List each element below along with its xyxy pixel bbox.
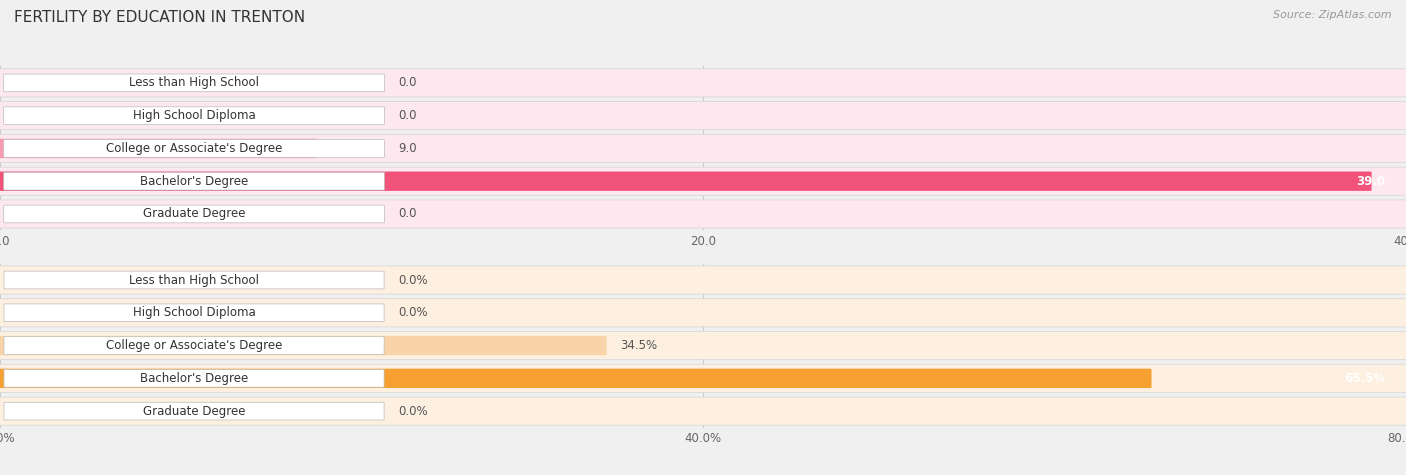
Text: Source: ZipAtlas.com: Source: ZipAtlas.com [1274, 10, 1392, 19]
FancyBboxPatch shape [4, 402, 384, 420]
Text: College or Associate's Degree: College or Associate's Degree [105, 339, 283, 352]
Text: 65.5%: 65.5% [1344, 372, 1385, 385]
FancyBboxPatch shape [0, 364, 1406, 392]
FancyBboxPatch shape [0, 102, 1406, 130]
FancyBboxPatch shape [4, 107, 384, 124]
Text: Graduate Degree: Graduate Degree [143, 405, 245, 418]
FancyBboxPatch shape [4, 370, 384, 387]
FancyBboxPatch shape [0, 332, 1406, 360]
Text: High School Diploma: High School Diploma [132, 109, 256, 122]
FancyBboxPatch shape [0, 139, 318, 158]
Text: 0.0: 0.0 [398, 208, 416, 220]
Text: Less than High School: Less than High School [129, 76, 259, 89]
Text: FERTILITY BY EDUCATION IN TRENTON: FERTILITY BY EDUCATION IN TRENTON [14, 10, 305, 25]
Text: 0.0: 0.0 [398, 109, 416, 122]
FancyBboxPatch shape [4, 205, 384, 223]
Text: Graduate Degree: Graduate Degree [143, 208, 245, 220]
FancyBboxPatch shape [4, 337, 384, 354]
FancyBboxPatch shape [0, 171, 1371, 191]
FancyBboxPatch shape [4, 271, 384, 289]
FancyBboxPatch shape [4, 172, 384, 190]
FancyBboxPatch shape [4, 304, 384, 322]
FancyBboxPatch shape [0, 200, 1406, 228]
Text: 9.0: 9.0 [398, 142, 416, 155]
Text: Less than High School: Less than High School [129, 274, 259, 286]
FancyBboxPatch shape [0, 134, 1406, 162]
FancyBboxPatch shape [0, 397, 1406, 425]
FancyBboxPatch shape [0, 299, 1406, 327]
FancyBboxPatch shape [4, 74, 384, 92]
FancyBboxPatch shape [0, 266, 1406, 294]
Text: 0.0%: 0.0% [398, 405, 427, 418]
Text: Bachelor's Degree: Bachelor's Degree [141, 175, 247, 188]
FancyBboxPatch shape [4, 140, 384, 157]
Text: Bachelor's Degree: Bachelor's Degree [141, 372, 247, 385]
Text: 0.0%: 0.0% [398, 306, 427, 319]
Text: High School Diploma: High School Diploma [132, 306, 256, 319]
FancyBboxPatch shape [0, 69, 1406, 97]
FancyBboxPatch shape [0, 336, 606, 355]
Text: College or Associate's Degree: College or Associate's Degree [105, 142, 283, 155]
FancyBboxPatch shape [0, 167, 1406, 195]
Text: 0.0%: 0.0% [398, 274, 427, 286]
FancyBboxPatch shape [0, 369, 1152, 388]
Text: 39.0: 39.0 [1355, 175, 1385, 188]
Text: 34.5%: 34.5% [620, 339, 658, 352]
Text: 0.0: 0.0 [398, 76, 416, 89]
